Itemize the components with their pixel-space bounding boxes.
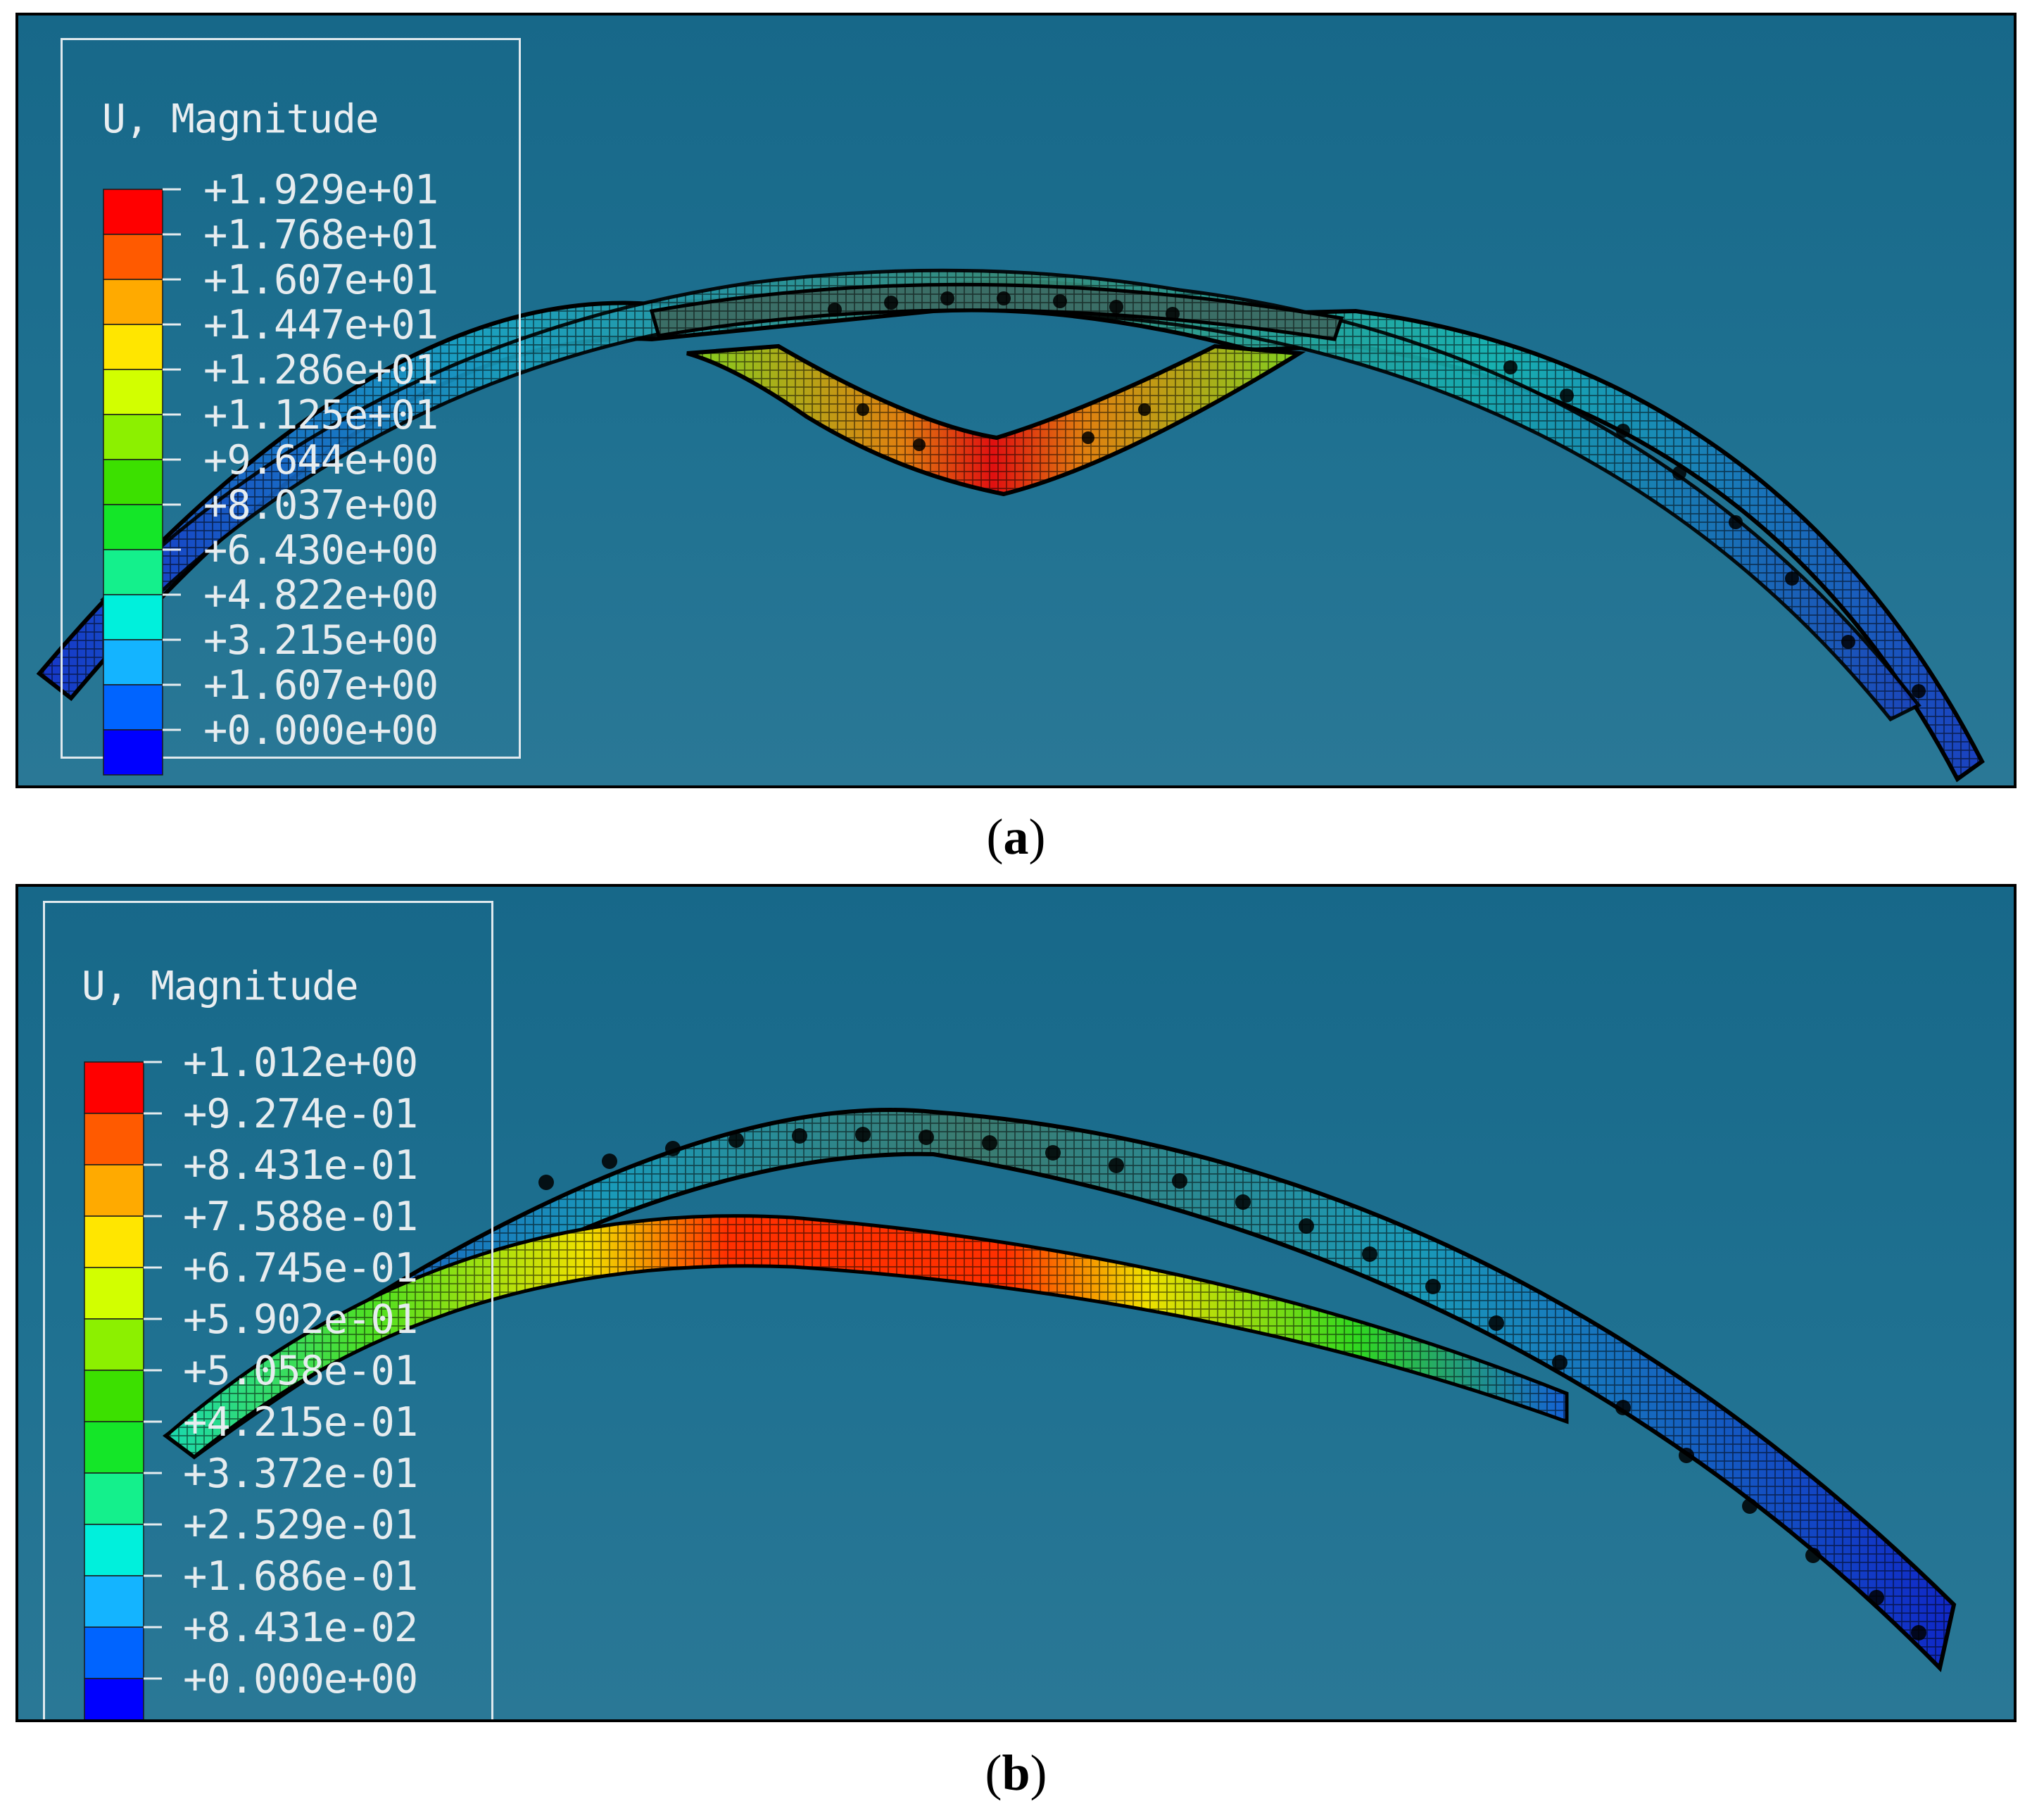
legend-panel-b: U, Magnitude +1.012e+00 +9.274e-01 +8.431e… — [43, 901, 493, 1719]
legend-value-a-6: +1.125e+01 — [203, 392, 438, 438]
legend-value-a-10: +4.822e+00 — [203, 572, 438, 619]
color-band-b-13 — [84, 1678, 144, 1719]
legend-value-b-6: +5.902e-01 — [183, 1296, 417, 1343]
caption-b: (b) — [985, 1745, 1047, 1801]
color-scale-b: +1.012e+00 +9.274e-01 +8.431e-01 +7.588e-01… — [84, 1039, 418, 1719]
legend-value-b-12: +8.431e-02 — [183, 1605, 417, 1651]
color-band-b-4 — [84, 1215, 144, 1268]
color-scale-bands-b: +1.012e+00 +9.274e-01 +8.431e-01 +7.588e-01… — [84, 1039, 418, 1719]
color-band-b-6 — [84, 1318, 144, 1371]
color-band-b-2 — [84, 1113, 144, 1165]
caption-letter-a: a — [1003, 809, 1029, 865]
web-holes-b — [538, 1127, 1926, 1641]
legend-value-a-13: +0.000e+00 — [203, 707, 438, 754]
legend-value-b-4: +7.588e-01 — [183, 1194, 417, 1240]
color-band-a-5 — [103, 369, 163, 415]
legend-value-a-3: +1.607e+01 — [203, 257, 438, 303]
deformed-beam-model-b — [162, 1108, 1957, 1673]
sagging-segment-a — [686, 343, 1306, 497]
web-holes-a — [828, 291, 1926, 698]
legend-value-a-5: +1.286e+01 — [203, 347, 438, 393]
legend-value-a-12: +1.607e+00 — [203, 662, 438, 709]
legend-value-a-8: +8.037e+00 — [203, 482, 438, 529]
legend-value-a-9: +6.430e+00 — [203, 527, 438, 574]
color-band-b-3 — [84, 1164, 144, 1217]
color-band-a-9 — [103, 549, 163, 595]
legend-value-b-8: +4.215e-01 — [183, 1399, 417, 1446]
legend-value-a-2: +1.768e+01 — [203, 212, 438, 258]
color-band-a-2 — [103, 234, 163, 280]
color-band-b-8 — [84, 1421, 144, 1474]
legend-value-b-10: +2.529e-01 — [183, 1502, 417, 1548]
color-scale-a: +1.929e+01+1.768e+01+1.607e+01+1.447e+01… — [103, 167, 438, 776]
color-band-b-7 — [84, 1370, 144, 1422]
inner-arch-b — [163, 1214, 1569, 1460]
color-band-a-7 — [103, 459, 163, 505]
legend-value-b-5: +6.745e-01 — [183, 1245, 417, 1291]
legend-title-a: U, Magnitude — [102, 96, 379, 142]
color-band-a-13 — [103, 729, 163, 776]
color-band-b-1 — [84, 1061, 144, 1114]
legend-value-b-7: +5.058e-01 — [183, 1348, 417, 1394]
color-band-a-12 — [103, 684, 163, 731]
legend-title-b: U, Magnitude — [82, 963, 359, 1009]
color-scale-bands-a: +1.929e+01+1.768e+01+1.607e+01+1.447e+01… — [103, 167, 438, 776]
color-band-b-10 — [84, 1524, 144, 1576]
viewport-panel-b: U, Magnitude +1.012e+00 +9.274e-01 +8.431e… — [15, 884, 2017, 1722]
legend-value-b-13: +0.000e+00 — [183, 1656, 417, 1702]
legend-value-b-1: +1.012e+00 — [183, 1039, 417, 1086]
color-band-a-11 — [103, 639, 163, 685]
top-chord-a — [649, 282, 1344, 341]
outer-arch-b — [162, 1108, 1957, 1673]
color-band-b-11 — [84, 1575, 144, 1628]
legend-value-b-3: +8.431e-01 — [183, 1142, 417, 1189]
color-band-a-10 — [103, 594, 163, 640]
caption-letter-b: b — [1002, 1745, 1030, 1801]
deformed-beam-model-a — [36, 268, 1985, 783]
legend-panel-a: U, Magnitude +1.929e+01 +1.768e+01 +1.607e… — [61, 38, 521, 776]
color-band-a-6 — [103, 414, 163, 460]
color-band-a-1 — [103, 189, 163, 235]
caption-a: (a) — [986, 809, 1046, 865]
color-band-a-3 — [103, 279, 163, 325]
legend-value-a-11: +3.215e+00 — [203, 617, 438, 664]
legend-value-b-11: +1.686e-01 — [183, 1553, 417, 1600]
color-band-a-4 — [103, 324, 163, 370]
color-band-a-8 — [103, 504, 163, 550]
color-band-b-9 — [84, 1472, 144, 1525]
legend-value-a-1: +1.929e+01 — [203, 167, 438, 213]
legend-value-b-2: +9.274e-01 — [183, 1091, 417, 1137]
viewport-panel-a: U, Magnitude +1.929e+01 +1.768e+01 +1.607e… — [15, 13, 2017, 788]
color-band-b-12 — [84, 1626, 144, 1679]
legend-value-b-9: +3.372e-01 — [183, 1451, 417, 1497]
color-band-b-5 — [84, 1267, 144, 1320]
legend-value-a-4: +1.447e+01 — [203, 302, 438, 348]
legend-value-a-7: +9.644e+00 — [203, 437, 438, 484]
